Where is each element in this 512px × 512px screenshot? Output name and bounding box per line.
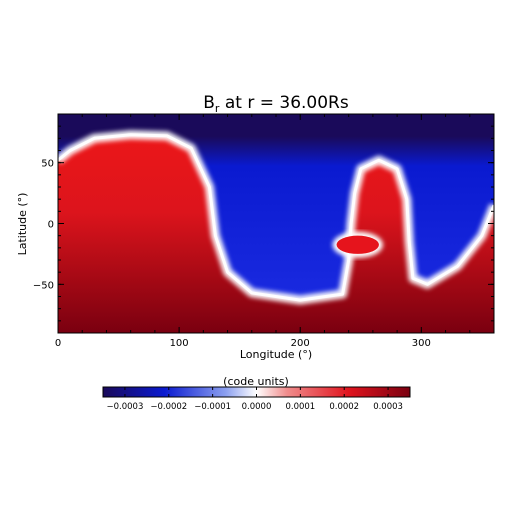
- y-axis: −50 0 50: [33, 113, 494, 334]
- title-main: B: [203, 93, 215, 113]
- title-subscript: r: [215, 102, 220, 115]
- x-axis: 0 100 200 300: [55, 114, 495, 349]
- y-tick-label: 50: [41, 159, 54, 170]
- positive-island: [336, 235, 379, 254]
- colorbar-ticks: −0.0003 −0.0002 −0.0001 0.0000 0.0001 0.0002 0…: [106, 387, 403, 412]
- heatmap-field: [58, 114, 494, 333]
- y-tick-label: −50: [33, 280, 54, 291]
- colorbar-tick-label: 0.0001: [285, 402, 315, 412]
- colorbar-tick-label: −0.0001: [194, 402, 231, 412]
- y-axis-label: Latitude (°): [16, 193, 29, 256]
- colorbar-tick-label: −0.0003: [106, 402, 143, 412]
- x-tick-label: 300: [412, 338, 431, 349]
- x-tick-label: 0: [55, 338, 61, 349]
- colorbar-tick-label: 0.0002: [329, 402, 359, 412]
- title-rest: at r = 36.00Rs: [219, 93, 348, 113]
- colorbar-tick-label: 0.0003: [373, 402, 403, 412]
- chart-title: Br at r = 36.00Rs: [203, 93, 349, 115]
- x-tick-label: 100: [170, 338, 189, 349]
- colorbar-tick-label: −0.0002: [150, 402, 187, 412]
- neutral-line: [58, 133, 494, 302]
- x-axis-label: Longitude (°): [240, 348, 312, 361]
- x-tick-label: 200: [291, 338, 310, 349]
- colorbar-label: (code units): [223, 375, 289, 388]
- y-tick-label: 0: [48, 220, 54, 231]
- colorbar-tick-label: 0.0000: [242, 402, 272, 412]
